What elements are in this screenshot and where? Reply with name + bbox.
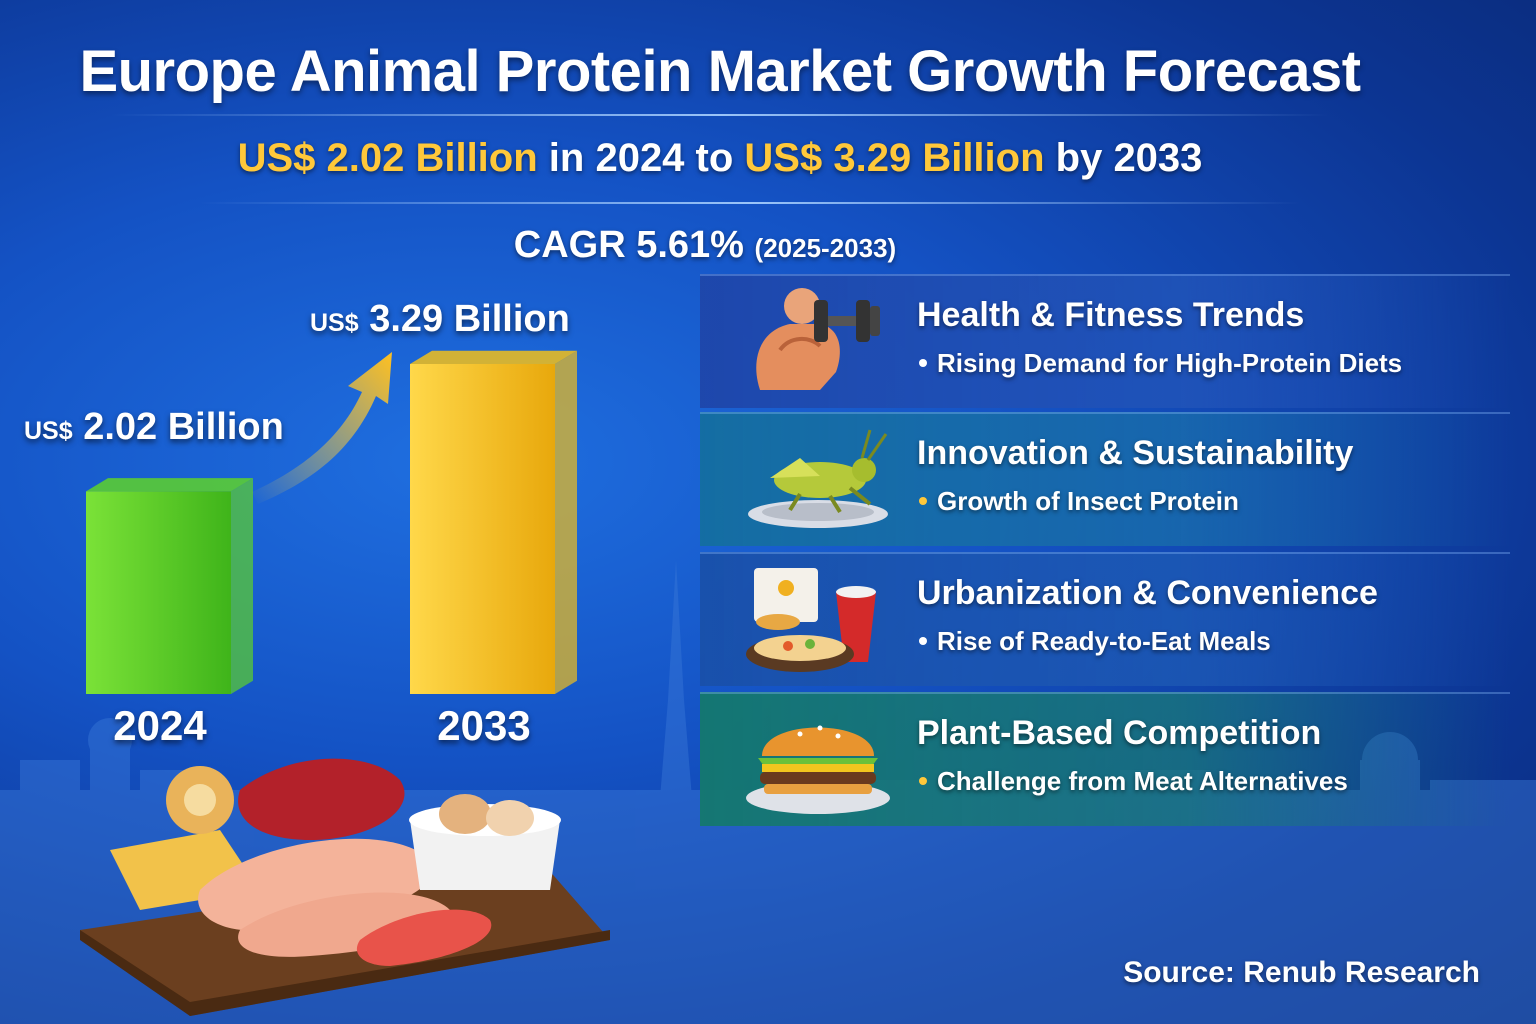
title-divider — [110, 114, 1330, 116]
bar-2024 — [86, 478, 253, 694]
driver-title: Innovation & Sustainability — [917, 434, 1354, 472]
driver-subtitle: Challenge from Meat Alternatives — [917, 766, 1348, 797]
subtitle-start-value: US$ 2.02 Billion — [237, 136, 538, 180]
bar-chart — [86, 350, 577, 694]
growth-arrow-icon — [252, 352, 392, 504]
subtitle-end-text: by 2033 — [1044, 136, 1203, 180]
burger-icon — [746, 725, 890, 814]
insect-dish-icon — [748, 429, 888, 528]
protein-food-illustration — [80, 758, 610, 1016]
driver-card-urbanization: Urbanization & Convenience Rise of Ready… — [700, 552, 1510, 686]
cagr-value: CAGR 5.61% — [513, 224, 744, 266]
subtitle-divider — [200, 202, 1300, 204]
bullet-dot — [919, 776, 927, 785]
x-tick-label-2024: 2024 — [113, 702, 207, 749]
driver-card-innovation: Innovation & Sustainability Growth of In… — [700, 412, 1510, 546]
driver-card-health: Health & Fitness Trends Rising Demand fo… — [700, 274, 1510, 408]
driver-subtitle: Growth of Insect Protein — [917, 486, 1239, 517]
driver-subtitle: Rising Demand for High-Protein Diets — [917, 348, 1402, 379]
driver-title: Urbanization & Convenience — [917, 574, 1378, 612]
page-title: Europe Animal Protein Market Growth Fore… — [79, 39, 1361, 104]
bar-value-label-2024: US$ 2.02 Billion — [24, 406, 284, 448]
bar-value-label-2033: US$ 3.29 Billion — [310, 298, 570, 340]
driver-title: Plant-Based Competition — [917, 714, 1322, 752]
driver-title: Health & Fitness Trends — [917, 296, 1305, 334]
bullet-dot — [919, 358, 927, 367]
cagr-period: (2025-2033) — [754, 233, 897, 263]
ready-meal-icon — [746, 568, 876, 672]
muscle-dumbbell-icon — [756, 288, 880, 390]
subtitle-mid-text: in 2024 to — [537, 136, 745, 180]
cagr-label: CAGR 5.61% (2025-2033) — [0, 224, 1410, 267]
bullet-dot — [919, 636, 927, 645]
source-note: Source: Renub Research — [1123, 956, 1480, 989]
bullet-dot — [919, 496, 927, 505]
driver-subtitle: Rise of Ready-to-Eat Meals — [917, 626, 1271, 657]
subtitle-end-value: US$ 3.29 Billion — [744, 136, 1045, 180]
x-tick-label-2033: 2033 — [437, 702, 531, 749]
bar-2033 — [410, 350, 577, 694]
driver-card-plant-based: Plant-Based Competition Challenge from M… — [700, 692, 1510, 826]
subtitle: US$ 2.02 Billion in 2024 to US$ 3.29 Bil… — [0, 136, 1440, 181]
